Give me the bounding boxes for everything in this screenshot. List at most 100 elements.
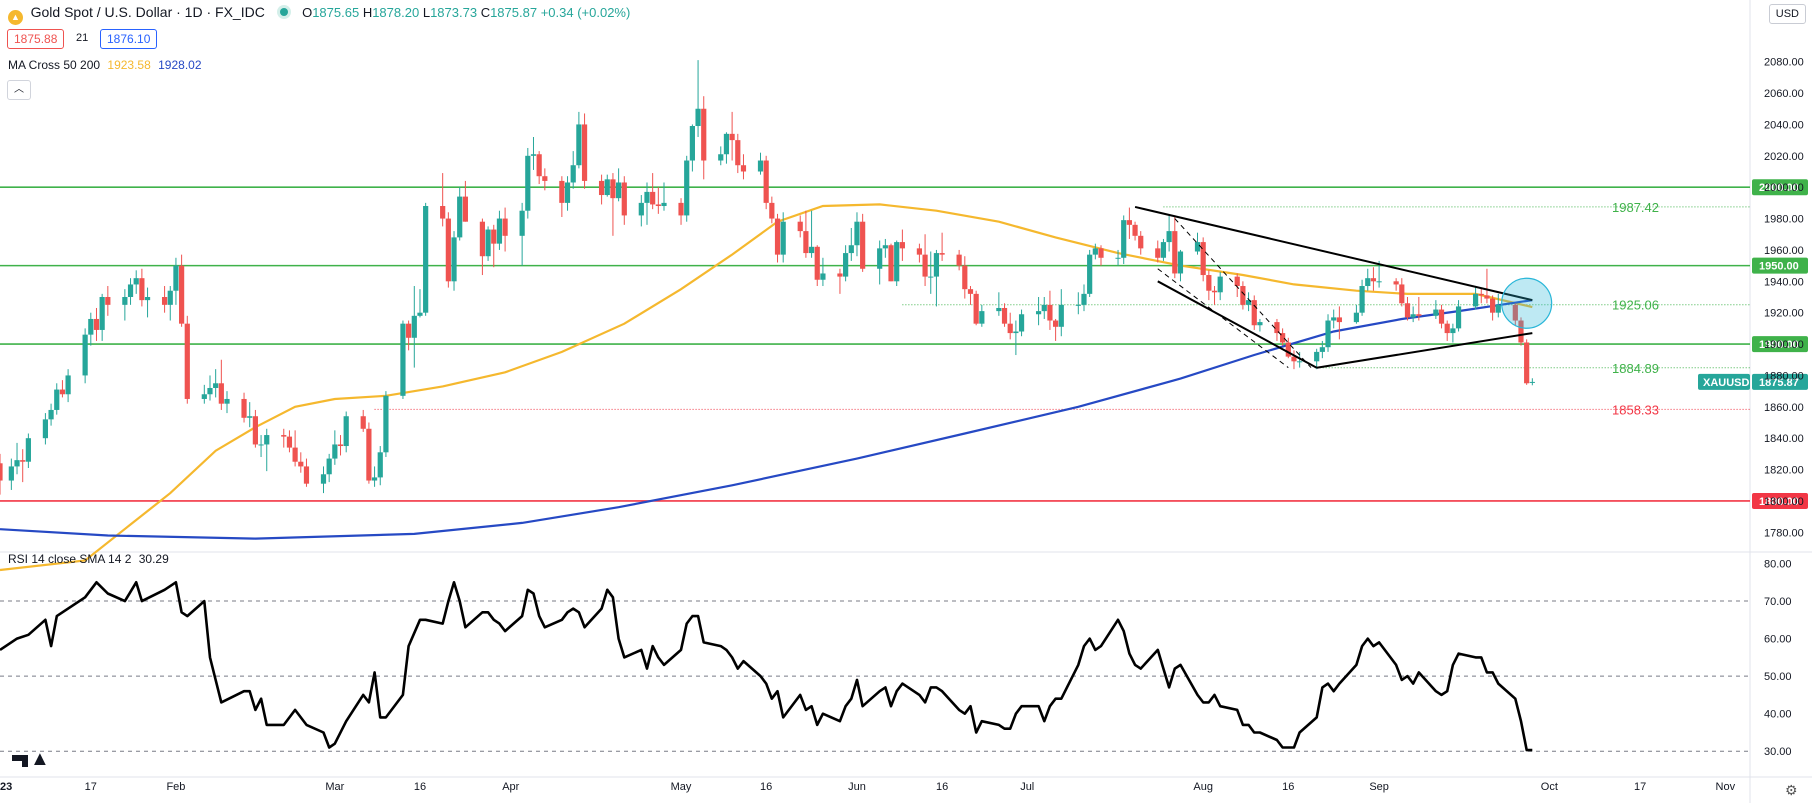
- candle-body: [740, 165, 747, 172]
- candle-body: [1092, 248, 1098, 255]
- rsi-tick-label: 50.00: [1764, 671, 1792, 683]
- time-tick-label: Jul: [1020, 781, 1034, 793]
- candle: [411, 286, 417, 368]
- candle: [996, 292, 1002, 316]
- price-tick-label: 1820.00: [1764, 465, 1804, 477]
- time-tick-label: 17: [1634, 781, 1646, 793]
- candle: [462, 180, 468, 222]
- candle-body: [281, 435, 287, 437]
- price-level-label: 1925.06: [1612, 298, 1659, 313]
- candle-body: [1115, 257, 1121, 259]
- price-level-label: 1858.33: [1612, 402, 1659, 417]
- candle: [298, 452, 304, 473]
- candle: [644, 182, 650, 225]
- price-tick-label: 1860.00: [1764, 402, 1804, 414]
- candle-body: [179, 265, 185, 324]
- candle: [1132, 221, 1138, 241]
- time-tick-label: May: [671, 781, 692, 793]
- candle: [377, 446, 383, 486]
- candle: [1336, 306, 1342, 340]
- candle-body: [1206, 275, 1212, 291]
- candle-body: [848, 245, 854, 254]
- last-price-tag: [1752, 373, 1808, 390]
- candle-body: [808, 246, 815, 254]
- candle-body: [701, 108, 707, 161]
- candle-body: [559, 180, 565, 203]
- candle: [1234, 273, 1240, 297]
- candle: [1081, 284, 1087, 312]
- spread-value: 21: [76, 32, 89, 44]
- time-tick-label: Nov: [1716, 781, 1736, 793]
- candle-body: [1098, 248, 1104, 258]
- rsi-legend[interactable]: RSI 14 close SMA 14 2 30.29: [8, 552, 169, 566]
- currency-selector[interactable]: USD: [1768, 4, 1806, 24]
- candle-body: [54, 389, 60, 410]
- candle-body: [1126, 220, 1132, 225]
- candle-body: [8, 466, 14, 481]
- candle-body: [860, 221, 866, 269]
- candle: [723, 132, 730, 164]
- candle-body: [201, 394, 207, 399]
- candle-body: [1438, 309, 1445, 324]
- candle-body: [366, 428, 372, 481]
- candle: [1291, 350, 1297, 370]
- candle-body: [1455, 306, 1462, 329]
- candle-body: [774, 218, 781, 255]
- candle: [337, 435, 344, 456]
- candle-body: [1013, 331, 1019, 334]
- candle-body: [962, 265, 968, 290]
- candle-body: [1285, 342, 1291, 357]
- candle: [814, 245, 820, 287]
- candle-body: [723, 133, 730, 155]
- collapse-legend-button[interactable]: ︿: [7, 80, 31, 100]
- level-price-tag: [1752, 336, 1808, 353]
- candle-body: [564, 182, 571, 203]
- candle: [207, 375, 213, 401]
- settings-icon[interactable]: ⚙: [1785, 782, 1798, 798]
- candle-body: [1370, 278, 1377, 282]
- ma200-value: 1928.02: [158, 58, 202, 72]
- candle-body: [638, 202, 644, 216]
- candle-body: [610, 179, 616, 199]
- candle-body: [695, 108, 701, 127]
- candle: [343, 411, 349, 453]
- candle-body: [967, 289, 974, 294]
- candle-body: [979, 311, 985, 324]
- candle: [1206, 270, 1212, 301]
- candle-body: [252, 416, 258, 445]
- ohlc-open: 1875.65: [312, 5, 360, 20]
- candle: [161, 286, 168, 313]
- drawings: 1875.87 XAUUSD: [1134, 205, 1808, 390]
- candle: [916, 243, 923, 263]
- candle: [1495, 293, 1501, 318]
- candle-body: [916, 248, 923, 255]
- candle: [1319, 340, 1325, 359]
- candle: [616, 168, 622, 202]
- ma-indicator-legend[interactable]: MA Cross 50 200 1923.58 1928.02: [8, 58, 202, 72]
- candle: [1211, 286, 1218, 305]
- candle-body: [343, 416, 349, 447]
- candle-body: [1529, 381, 1535, 383]
- candle-body: [1200, 242, 1206, 276]
- candle-body: [882, 245, 888, 249]
- candle-body: [462, 196, 468, 222]
- candle: [848, 227, 854, 261]
- candle: [1518, 317, 1524, 346]
- candle: [1285, 337, 1291, 359]
- candle: [247, 402, 253, 428]
- candle-body: [105, 297, 111, 305]
- bid-price-button[interactable]: 1875.88: [7, 29, 65, 49]
- ohlc-change: +0.34 (+0.02%): [540, 5, 631, 20]
- candle: [332, 430, 338, 465]
- ask-price-button[interactable]: 1876.10: [100, 29, 158, 49]
- candle: [14, 442, 20, 475]
- candle: [1007, 312, 1013, 340]
- candle-body: [894, 242, 900, 282]
- candle: [1365, 268, 1371, 291]
- candle: [400, 320, 406, 399]
- candle-body: [888, 245, 894, 282]
- candle: [1035, 297, 1042, 326]
- candle-body: [837, 273, 843, 277]
- symbol-title[interactable]: Gold Spot / U.S. Dollar · 1D · FX_IDC: [30, 4, 265, 20]
